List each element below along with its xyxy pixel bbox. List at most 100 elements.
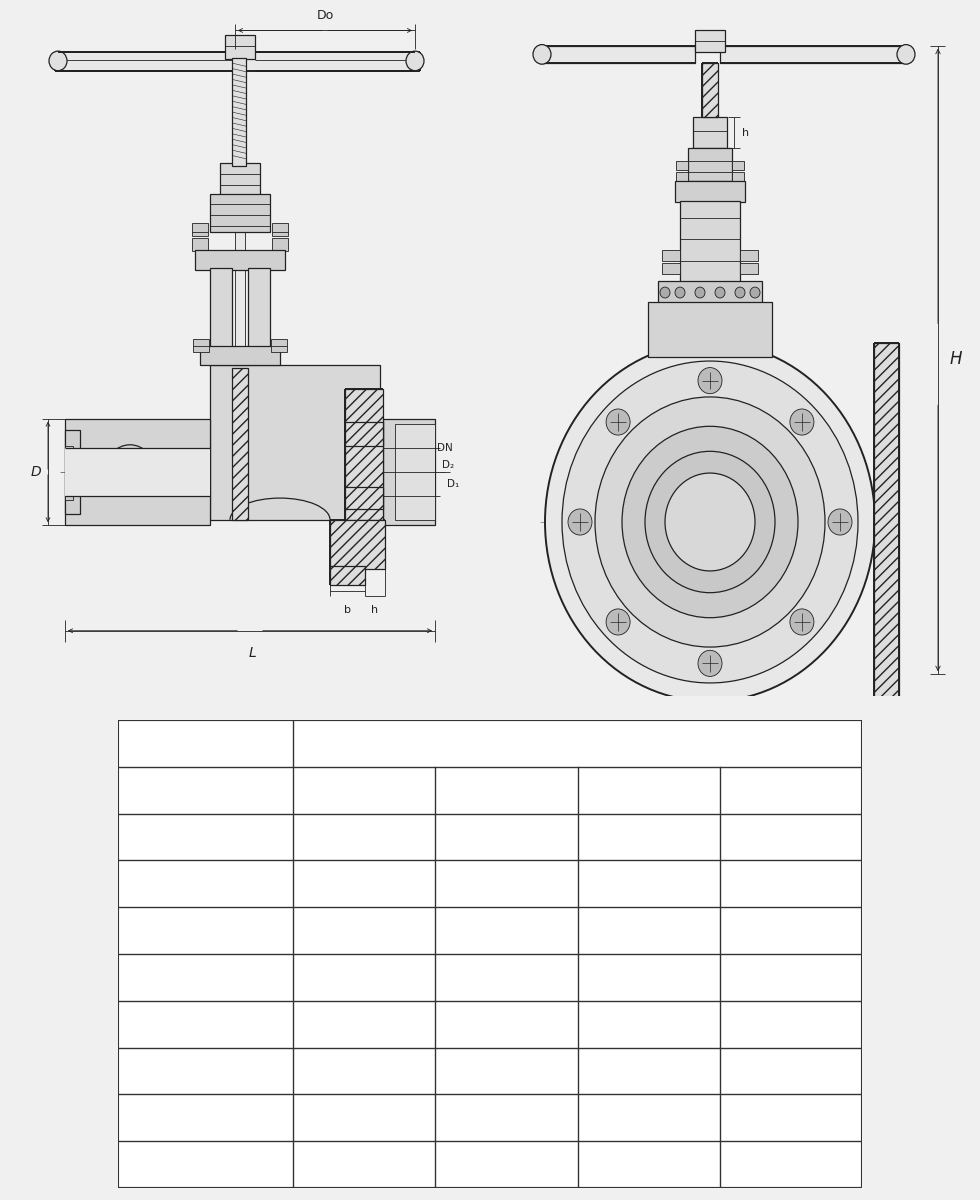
Text: 551: 551	[634, 1016, 663, 1032]
Text: 305: 305	[634, 829, 663, 845]
Text: 195: 195	[492, 876, 520, 892]
Text: 125: 125	[350, 923, 378, 938]
Text: L (mm): L (mm)	[174, 829, 235, 845]
Bar	[695, 30, 725, 52]
Text: 40: 40	[566, 734, 589, 752]
Bar	[65, 419, 210, 526]
Circle shape	[698, 367, 722, 394]
Text: H: H	[950, 350, 962, 368]
Text: 455: 455	[492, 1016, 520, 1032]
Bar	[395, 424, 435, 520]
Bar	[732, 172, 744, 180]
Bar	[232, 367, 248, 520]
Circle shape	[645, 451, 775, 593]
Text: 320: 320	[492, 1157, 520, 1172]
Bar	[874, 342, 899, 702]
Bar	[58, 52, 415, 71]
Bar	[330, 520, 385, 569]
Text: 216: 216	[349, 829, 378, 845]
Bar	[688, 148, 732, 180]
Bar	[272, 223, 288, 236]
Circle shape	[622, 426, 798, 618]
Circle shape	[828, 509, 852, 535]
Text: 160: 160	[492, 923, 520, 938]
Circle shape	[698, 650, 722, 677]
Bar	[702, 64, 718, 118]
Bar	[732, 161, 744, 169]
Circle shape	[897, 44, 915, 64]
Text: 23: 23	[639, 1063, 659, 1079]
Text: 150: 150	[774, 781, 808, 799]
Text: DN: DN	[191, 781, 219, 799]
Text: D₂: D₂	[442, 461, 454, 470]
Text: h (mm): h (mm)	[174, 1110, 236, 1126]
Bar	[225, 35, 255, 59]
Circle shape	[790, 409, 814, 436]
Text: PN: PN	[192, 734, 219, 752]
Bar	[658, 281, 762, 305]
Text: L: L	[248, 646, 256, 660]
Bar	[648, 302, 772, 356]
Bar	[235, 71, 245, 354]
Circle shape	[606, 409, 630, 436]
Text: 300: 300	[777, 876, 806, 892]
Bar	[676, 172, 688, 180]
Text: 160: 160	[349, 876, 378, 892]
Text: 80: 80	[495, 781, 517, 799]
Bar	[345, 487, 383, 509]
Bar	[740, 250, 758, 260]
Circle shape	[562, 361, 858, 683]
Text: D (mm): D (mm)	[173, 876, 237, 892]
Text: 100: 100	[631, 781, 666, 799]
Bar	[195, 250, 285, 270]
Text: 250: 250	[777, 923, 806, 938]
Text: 360: 360	[634, 1157, 663, 1172]
Text: 283: 283	[492, 829, 520, 845]
Text: 212: 212	[777, 970, 806, 985]
Circle shape	[790, 608, 814, 635]
Text: b: b	[344, 605, 351, 614]
Bar	[210, 268, 232, 349]
Circle shape	[660, 287, 670, 298]
Circle shape	[675, 287, 685, 298]
Circle shape	[406, 52, 424, 71]
Text: 4: 4	[786, 1110, 796, 1126]
Circle shape	[112, 452, 148, 492]
Text: 158: 158	[634, 970, 663, 985]
Text: DN: DN	[437, 443, 453, 454]
Circle shape	[533, 44, 551, 64]
Circle shape	[665, 473, 755, 571]
Bar	[192, 223, 208, 236]
Circle shape	[695, 287, 705, 298]
Circle shape	[606, 608, 630, 635]
Circle shape	[735, 287, 745, 298]
Bar	[345, 389, 383, 520]
Text: 400: 400	[777, 1157, 806, 1172]
Circle shape	[750, 287, 760, 298]
Circle shape	[595, 397, 825, 647]
Text: 4: 4	[359, 1110, 368, 1126]
Bar	[720, 46, 908, 64]
Bar	[65, 446, 73, 500]
Text: 4: 4	[502, 1110, 512, 1126]
Bar	[272, 238, 288, 251]
Bar	[210, 365, 380, 520]
Text: 21: 21	[497, 1063, 515, 1079]
Bar	[65, 430, 80, 515]
Text: b (mm): b (mm)	[174, 1063, 236, 1079]
Bar	[210, 193, 270, 232]
Text: 403: 403	[777, 829, 806, 845]
Bar	[383, 419, 435, 526]
Circle shape	[49, 52, 67, 71]
Bar	[330, 565, 365, 586]
Text: D0(mm): D0(mm)	[171, 1157, 239, 1172]
Bar	[193, 340, 209, 353]
Text: 4: 4	[644, 1110, 654, 1126]
Bar	[676, 161, 688, 169]
Bar	[740, 263, 758, 274]
Circle shape	[568, 509, 592, 535]
Bar	[693, 118, 727, 148]
Text: D₁: D₁	[447, 479, 460, 488]
Text: 102: 102	[350, 970, 378, 985]
Bar	[662, 250, 680, 260]
